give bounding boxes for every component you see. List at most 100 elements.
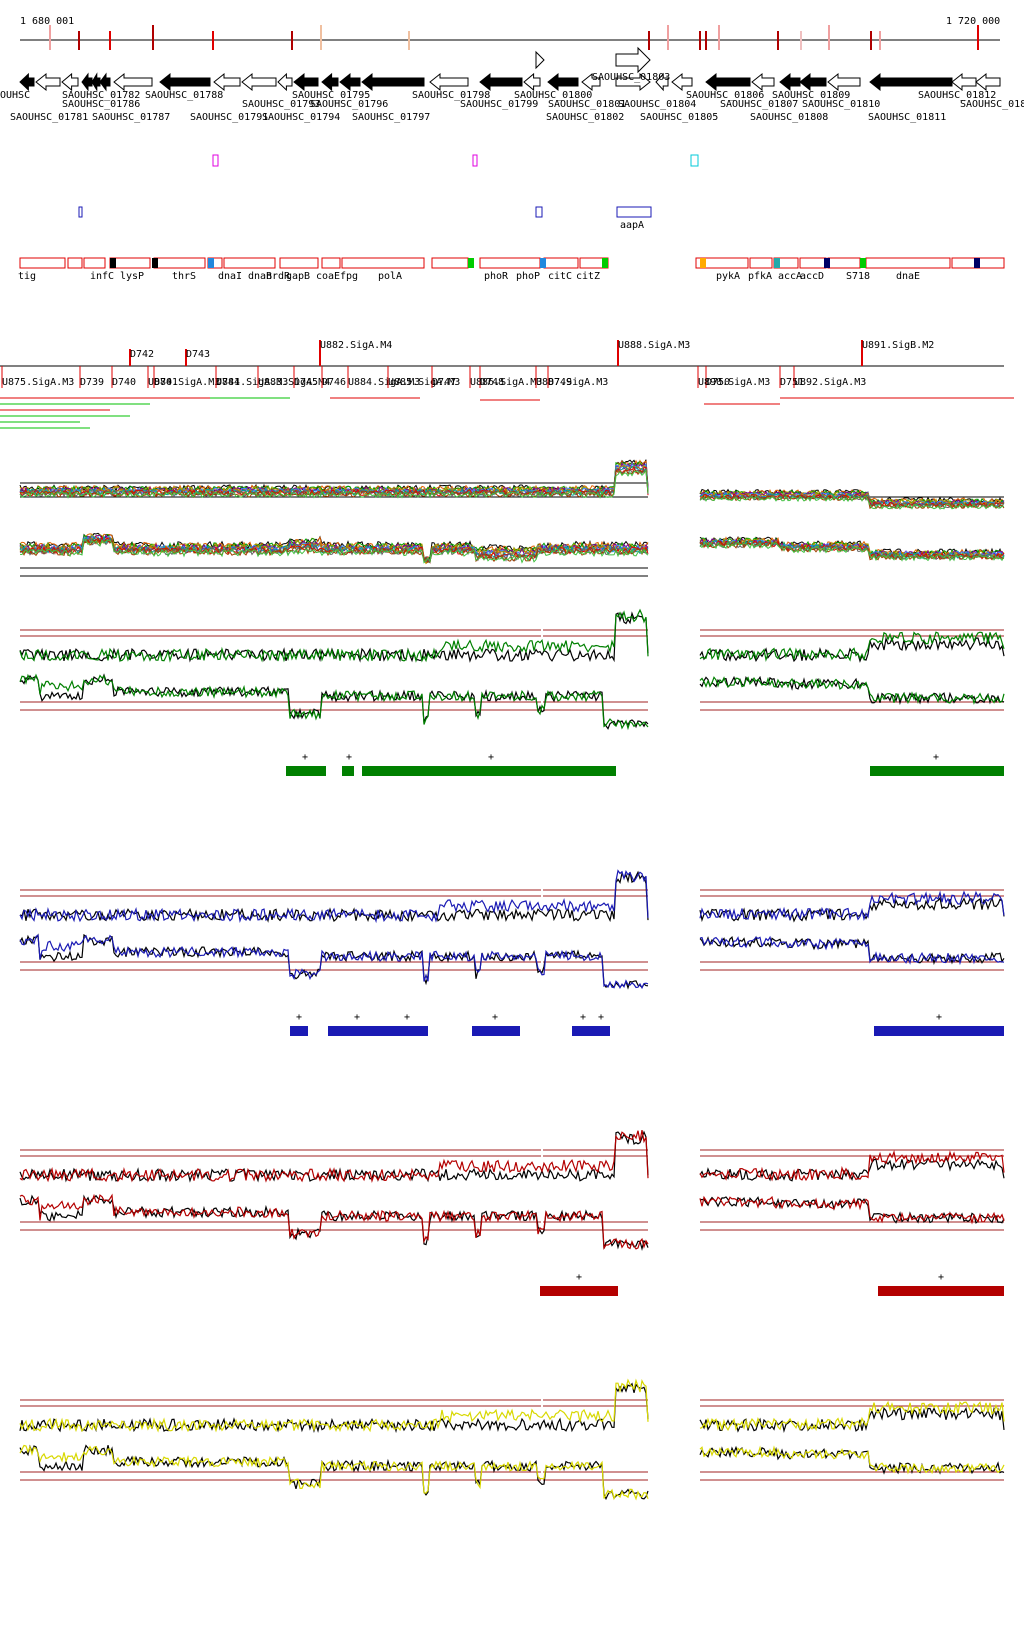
condition-trace — [699, 1400, 1005, 1432]
control-trace — [19, 933, 649, 990]
significant-region-bar — [878, 1286, 1004, 1296]
segment-label-bottom: U881.SigA.M3 — [216, 377, 288, 388]
annotation-box — [83, 257, 106, 269]
gene-arrow — [361, 72, 425, 92]
gene-arrow — [671, 72, 693, 92]
blue-feature — [535, 206, 543, 218]
gene-label: SAOUHSC_01800 — [514, 90, 592, 101]
annotation-gene-label: citZ — [576, 271, 600, 282]
segment-label-bottom: D744 — [216, 377, 240, 388]
gene-label: SAOUHSC_01782 — [62, 90, 140, 101]
gene-label: SAOUHSC_01809 — [772, 90, 850, 101]
gene-arrow — [339, 72, 361, 92]
annotation-box — [827, 257, 861, 269]
condition-trace — [19, 673, 649, 731]
annotation-marker — [774, 258, 780, 268]
annotation-marker — [208, 258, 214, 268]
gene-arrow — [241, 72, 277, 92]
feature-marks: aapA — [78, 154, 699, 231]
control-trace — [699, 1196, 1005, 1224]
gene-label: SAOUHSC_01801 — [548, 99, 626, 110]
gene-label: SAOUHSC_01808 — [750, 112, 828, 123]
gene-label: SAOUHSC_01795 — [292, 90, 370, 101]
gene-arrow — [213, 72, 241, 92]
control-trace — [699, 635, 1005, 663]
segment-label-top: D742 — [130, 349, 154, 360]
yellow-condition-panel — [19, 1378, 1005, 1501]
segment-label-bottom: D745 — [294, 377, 318, 388]
annotation-gene-label: lysP — [120, 271, 144, 282]
expression-trace — [19, 468, 649, 499]
significant-region-bar — [286, 766, 326, 776]
gene-label: SAOUHSC_01799 — [460, 99, 538, 110]
annotation-gene-label: citC — [548, 271, 572, 282]
gene-arrow — [113, 72, 153, 92]
segment-label-bottom: D748 — [480, 377, 504, 388]
condition-trace — [19, 1193, 649, 1250]
gene-arrow — [951, 72, 977, 92]
control-trace — [699, 1156, 1005, 1182]
segment-label-bottom: U886.SigA.M3 — [470, 377, 542, 388]
annotation-marker — [152, 258, 158, 268]
expression-trace — [699, 495, 1005, 510]
control-trace — [19, 1130, 649, 1183]
segment-label-bottom: U892.SigA.M3 — [794, 377, 866, 388]
gene-arrow — [799, 72, 827, 92]
significant-region-bar — [874, 1026, 1004, 1036]
strand-plus-marker: + — [354, 1012, 360, 1023]
segment-label-top: U888.SigA.M3 — [618, 340, 690, 351]
annotation-gene-label: dnaE — [896, 271, 920, 282]
gene-label: SAOUHSC_01796 — [310, 99, 388, 110]
gene-arrow — [321, 72, 339, 92]
strand-plus-marker: + — [404, 1012, 410, 1023]
aapA-label: aapA — [620, 220, 644, 231]
annotation-box — [341, 257, 425, 269]
gene-arrow — [547, 72, 579, 92]
gene-label: SAOUHSC_01788 — [145, 90, 223, 101]
annotation-gene-label: accA — [778, 271, 802, 282]
control-trace — [699, 675, 1005, 706]
gene-arrow — [827, 72, 861, 92]
annotation-gene-label: pykA — [716, 271, 740, 282]
annotation-gene-label: nrdR — [266, 271, 291, 282]
annotation-gene-label: pfkA — [748, 271, 772, 282]
condition-trace — [699, 1445, 1005, 1475]
annotation-gene-label: coaE — [316, 271, 340, 282]
gene-arrow — [429, 72, 469, 92]
gene-label: SAOUHSC_01812 — [918, 90, 996, 101]
magenta-feature — [212, 154, 219, 167]
strand-plus-marker: + — [938, 1272, 944, 1283]
coordinate-end: 1 720 000 — [946, 16, 1000, 27]
condition-trace — [699, 935, 1005, 966]
control-trace — [699, 896, 1005, 923]
annotation-marker — [468, 258, 474, 268]
segment-label-bottom: D746 — [322, 377, 346, 388]
gene-arrow — [293, 72, 319, 92]
segment-label-bottom: U887.SigA.M3 — [536, 377, 608, 388]
annotation-gene-label: thrS — [172, 271, 196, 282]
strand-plus-marker: + — [580, 1012, 586, 1023]
expression-trace — [19, 538, 649, 563]
gene-arrow — [523, 72, 541, 92]
gene-arrow — [705, 72, 751, 92]
annotation-box — [67, 257, 83, 269]
gene-label: SAOUHSC_01798 — [412, 90, 490, 101]
segment-label-bottom: U890.SigA.M3 — [698, 377, 770, 388]
segment-label-bottom: U880.SigA.M3 — [148, 377, 220, 388]
gene-arrow — [975, 72, 1001, 92]
gene-label: SAOUHSC_01805 — [640, 112, 718, 123]
annotation-marker — [700, 258, 706, 268]
gene-label-truncated: OUHSC — [0, 90, 30, 101]
gene-label: SAOUHSC_01813 — [960, 99, 1024, 110]
coordinate-ruler: 1 680 001 1 720 000 — [20, 16, 1000, 50]
cyan-feature — [690, 154, 699, 167]
segment-track: D742 D743 U882.SigA.M4 U888.SigA.M3 U891.Sig… — [0, 340, 1014, 429]
gene-arrow — [277, 72, 293, 92]
annotation-gene-label: accD — [800, 271, 824, 282]
annotation-box — [865, 257, 951, 269]
gene-arrow — [869, 72, 953, 92]
condition-trace — [699, 676, 1005, 705]
gene-arrow — [655, 72, 669, 92]
